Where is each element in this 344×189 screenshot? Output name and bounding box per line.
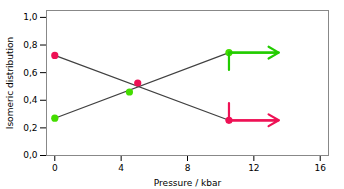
svg-text:1,0: 1,0	[23, 12, 38, 22]
svg-text:8: 8	[185, 163, 191, 173]
svg-text:0,4: 0,4	[23, 95, 38, 105]
svg-text:4: 4	[118, 163, 124, 173]
svg-text:0,8: 0,8	[23, 40, 38, 50]
svg-text:16: 16	[314, 163, 326, 173]
svg-text:Isomeric distribution: Isomeric distribution	[5, 37, 15, 129]
svg-text:0,6: 0,6	[23, 68, 38, 78]
svg-text:Pressure / kbar: Pressure / kbar	[154, 178, 222, 188]
svg-text:0,2: 0,2	[23, 123, 37, 133]
svg-text:0,0: 0,0	[23, 150, 38, 160]
svg-text:12: 12	[248, 163, 259, 173]
svg-text:0: 0	[52, 163, 58, 173]
